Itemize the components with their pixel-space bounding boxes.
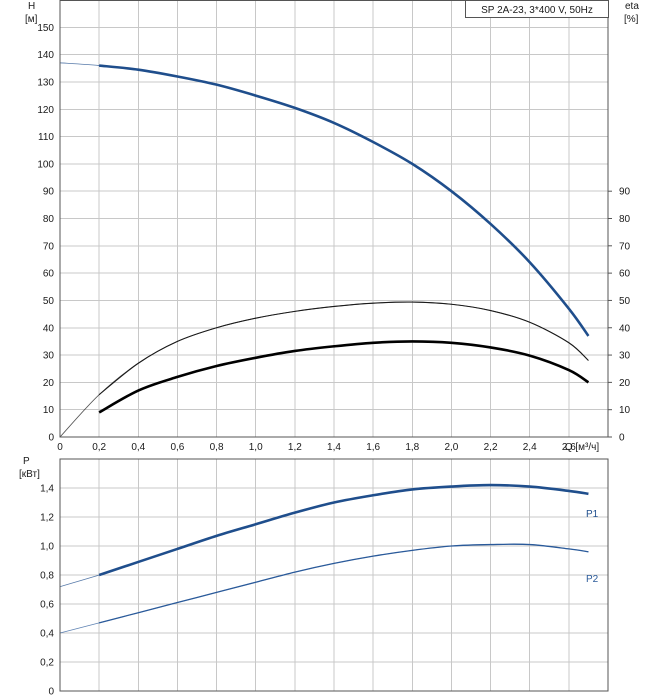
- efficiency-axis-label: eta: [625, 1, 639, 12]
- efficiency-tick-label: 40: [619, 323, 631, 334]
- head-tick-label: 90: [43, 187, 55, 198]
- head-tick-label: 110: [38, 132, 54, 143]
- head-efficiency-curves: [59, 62, 590, 438]
- head-tick-label: 50: [43, 296, 55, 307]
- efficiency-tick-label: 0: [619, 433, 625, 444]
- chart-title: SP 2A-23, 3*400 V, 50Hz: [481, 5, 593, 16]
- head-axis-label: H: [28, 1, 35, 12]
- efficiency-tick-label: 60: [619, 269, 631, 280]
- power-tick-label: 1,2: [40, 513, 54, 524]
- power-tick-label: 0,4: [40, 629, 54, 640]
- head-tick-label: 140: [37, 50, 54, 61]
- flow-tick-label: 1,8: [405, 442, 419, 453]
- power-plot-frame: [59, 458, 609, 692]
- head-tick-label: 80: [43, 214, 55, 225]
- power-tick-label: 0,6: [40, 600, 54, 611]
- head-tick-label: 120: [37, 105, 54, 116]
- series-label-p1: P1: [586, 509, 599, 520]
- head-curve-leadin-line: [59, 62, 589, 337]
- power-p2-curve-leadin-line: [59, 543, 589, 634]
- power-axis-unit: [кВт]: [19, 469, 40, 480]
- efficiency-tick-label: 20: [619, 378, 631, 389]
- flow-tick-label: 0: [57, 442, 63, 453]
- head-tick-label: 10: [43, 405, 55, 416]
- power-axis-ticks: 0 0,2 0,4 0,6 0,8 1,0 1,2 1,4: [40, 484, 54, 698]
- flow-tick-label: 2,0: [444, 442, 458, 453]
- efficiency-tick-label: 80: [619, 214, 631, 225]
- flow-tick-label: 1,0: [249, 442, 263, 453]
- efficiency-tick-label: 90: [619, 187, 631, 198]
- flow-tick-label: 1,4: [327, 442, 341, 453]
- flow-tick-label: 1,2: [288, 442, 302, 453]
- flow-tick-label: 0,8: [210, 442, 224, 453]
- head-tick-label: 30: [43, 351, 55, 362]
- head-axis-unit: [м]: [25, 14, 38, 25]
- series-label-p2: P2: [586, 574, 599, 585]
- flow-axis-ticks: 0 0,2 0,4 0,6 0,8 1,0 1,2 1,4 1,6 1,8 2,0 2,2 2,4 2,6: [57, 442, 576, 453]
- power-p2-curve-line: [98, 543, 589, 624]
- efficiency-total-curve-line: [98, 340, 590, 414]
- head-curve-line: [99, 64, 590, 337]
- chart-title-box: [465, 0, 609, 18]
- power-tick-label: 0,2: [40, 658, 54, 669]
- head-tick-label: 150: [37, 23, 54, 34]
- power-tick-label: 1,0: [40, 542, 54, 553]
- flow-tick-label: 0,4: [131, 442, 145, 453]
- efficiency-axis-unit: [%]: [624, 14, 639, 25]
- flow-tick-label: 2,2: [484, 442, 498, 453]
- flow-tick-label: 0,2: [92, 442, 106, 453]
- efficiency-tick-label: 50: [619, 296, 631, 307]
- power-grid: [60, 458, 608, 691]
- head-tick-label: 20: [43, 378, 55, 389]
- head-tick-label: 40: [43, 323, 55, 334]
- head-axis-ticks: 0 10 20 30 40 50 60 70 80 90 100 110 120 130 140 150: [37, 23, 54, 444]
- efficiency-pump-curve-leadin-line: [59, 301, 589, 438]
- efficiency-tick-label: 70: [619, 241, 631, 252]
- head-efficiency-grid: [60, 0, 608, 437]
- flow-tick-label: 2,4: [523, 442, 537, 453]
- power-tick-label: 0: [48, 687, 54, 698]
- power-curves: [59, 483, 589, 634]
- flow-axis-label: Q [м³/ч]: [565, 442, 600, 453]
- power-tick-label: 0,8: [40, 571, 54, 582]
- head-tick-label: 100: [37, 159, 54, 170]
- efficiency-axis-ticks: 0 10 20 30 40 50 60 70 80 90: [608, 187, 631, 444]
- power-p1-curve-line: [98, 483, 589, 577]
- efficiency-tick-label: 10: [619, 405, 631, 416]
- flow-tick-label: 1,6: [366, 442, 380, 453]
- head-tick-label: 60: [43, 269, 55, 280]
- head-tick-label: 70: [43, 241, 55, 252]
- efficiency-pump-curve-line: [98, 301, 589, 396]
- power-p1-curve-leadin-line: [59, 484, 589, 587]
- power-tick-label: 1,4: [40, 484, 54, 495]
- efficiency-tick-label: 30: [619, 351, 631, 362]
- head-tick-label: 130: [37, 77, 54, 88]
- power-axis-label: P: [23, 456, 30, 467]
- flow-tick-label: 0,6: [170, 442, 184, 453]
- head-tick-label: 0: [48, 433, 54, 444]
- flow-tick-label: 2,6: [562, 442, 576, 453]
